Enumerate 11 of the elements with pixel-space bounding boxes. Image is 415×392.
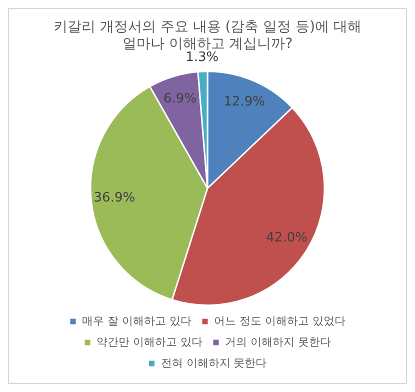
legend-label: 매우 잘 이해하고 있다 — [82, 314, 192, 328]
data-label: 1.3% — [186, 50, 219, 65]
legend-label: 전혀 이해하지 못한다 — [160, 356, 267, 370]
data-label: 12.9% — [224, 94, 266, 110]
data-label: 42.0% — [266, 230, 308, 246]
data-label: 36.9% — [94, 190, 136, 206]
data-label: 6.9% — [163, 91, 197, 106]
legend-label: 어느 정도 이해하고 있었다 — [214, 314, 346, 328]
legend-label: 약간만 이해하고 있다 — [96, 335, 203, 348]
chart-title: 키갈리 개정서의 주요 내용 (감축 일정 등)에 대해 얼마나 이해하고 계십니까? — [53, 19, 362, 52]
legend-label: 거의 이해하지 못한다 — [225, 335, 331, 348]
